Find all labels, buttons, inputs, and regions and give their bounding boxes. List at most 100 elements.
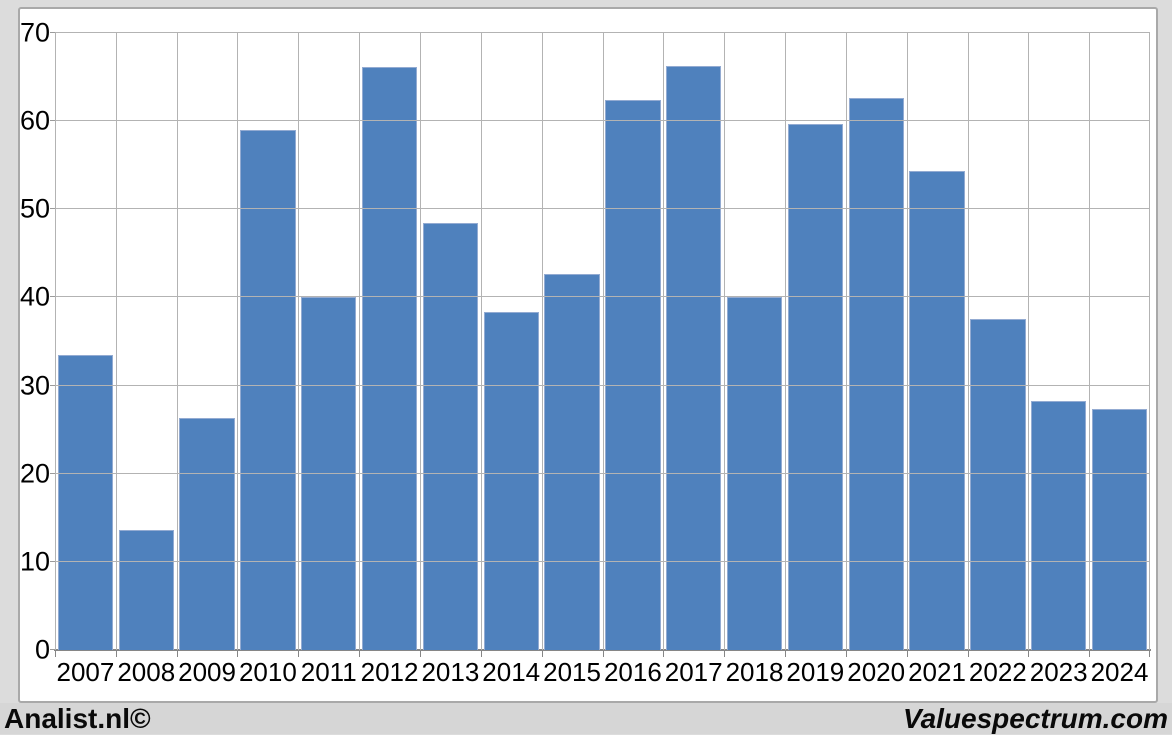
bar-2012 (361, 66, 418, 650)
x-axis-label-2012: 2012 (360, 657, 419, 687)
bar-slot-2017 (663, 33, 724, 650)
y-tick-50 (50, 208, 55, 210)
x-tick-0 (55, 651, 56, 657)
chart-panel: 0 10 20 30 40 50 60 70 2007 2008 2009 2010 2011 2012… (18, 7, 1158, 703)
x-axis-label-2017: 2017 (664, 657, 723, 687)
gridline-x-16 (1028, 33, 1030, 650)
valuespectrum-credit: Valuespectrum.com (902, 702, 1168, 734)
bar-slot-2015 (542, 33, 603, 650)
bar-slot-2018 (724, 33, 785, 650)
x-axis-labels: 2007 2008 2009 2010 2011 2012 2013 2014 2015 2016… (55, 657, 1150, 688)
bar-series (55, 33, 1150, 650)
x-axis-label-2009: 2009 (178, 657, 236, 687)
bar-slot-2023 (1028, 33, 1089, 650)
x-tick-10 (663, 651, 665, 657)
x-tick-18 (1149, 651, 1150, 657)
x-axis-label-2014: 2014 (482, 657, 541, 687)
y-axis-labels: 0 10 20 30 40 50 60 70 (19, 19, 50, 663)
gridline-x-1 (115, 33, 117, 650)
bar-2016 (605, 100, 661, 650)
y-axis-label-50: 50 (19, 193, 50, 224)
x-tick-15 (967, 651, 969, 657)
x-axis-label-2024: 2024 (1090, 657, 1149, 687)
bar-slot-2016 (602, 33, 663, 650)
x-axis-label-2007: 2007 (56, 657, 115, 687)
x-axis-line (54, 649, 1151, 651)
gridline-x-13 (845, 33, 847, 650)
bar-2022 (970, 318, 1026, 650)
y-axis-label-70: 70 (19, 17, 50, 48)
x-tick-12 (784, 651, 786, 657)
x-tick-1 (115, 651, 117, 657)
gridline-x-14 (906, 33, 908, 650)
y-tick-30 (50, 384, 55, 386)
x-axis-label-2020: 2020 (847, 657, 906, 687)
x-axis-label-2010: 2010 (238, 657, 297, 687)
gridline-x-0 (55, 33, 56, 650)
bar-slot-2020 (846, 33, 907, 650)
bar-2019 (787, 123, 844, 650)
gridline-x-12 (784, 33, 786, 650)
bar-slot-2009 (177, 33, 238, 650)
x-tick-6 (419, 651, 421, 657)
x-tick-11 (724, 651, 726, 657)
gridline-y-70 (55, 32, 1150, 33)
gridline-x-17 (1089, 33, 1091, 650)
gridline-x-11 (724, 33, 726, 650)
x-tick-3 (237, 651, 239, 657)
bar-2014 (483, 311, 539, 650)
gridline-x-10 (663, 33, 665, 650)
plot-area (50, 32, 1151, 657)
bar-2023 (1030, 400, 1087, 650)
bar-slot-2012 (359, 33, 420, 650)
y-axis-label-10: 10 (19, 546, 50, 577)
y-axis-label-0: 0 (34, 634, 50, 665)
x-tick-2 (176, 651, 178, 657)
gridline-x-6 (419, 33, 421, 650)
bar-slot-2021 (907, 33, 968, 650)
bar-slot-2011 (298, 33, 359, 650)
x-axis-label-2016: 2016 (603, 657, 662, 687)
bar-2010 (240, 129, 296, 650)
bar-slot-2014 (481, 33, 542, 650)
x-tick-4 (298, 651, 300, 657)
y-axis-label-20: 20 (19, 458, 50, 489)
x-axis-label-2008: 2008 (117, 657, 176, 687)
bar-slot-2007 (55, 33, 116, 650)
bar-slot-2008 (116, 33, 177, 650)
x-tick-9 (602, 651, 604, 657)
bar-2008 (118, 530, 174, 650)
x-axis-label-2013: 2013 (421, 657, 480, 687)
y-tick-60 (50, 120, 55, 122)
x-axis-label-2022: 2022 (968, 657, 1027, 687)
gridline-x-4 (298, 33, 300, 650)
bar-2011 (301, 297, 357, 650)
gridline-x-5 (359, 33, 361, 650)
x-axis-label-2019: 2019 (786, 657, 845, 687)
bar-2020 (848, 98, 904, 650)
gridline-x-9 (602, 33, 604, 650)
bar-slot-2013 (420, 33, 481, 650)
gridline-x-3 (237, 33, 239, 650)
x-tick-8 (541, 651, 543, 657)
gridline-x-7 (480, 33, 482, 650)
credits-bar: Analist.nl© Valuespectrum.com (0, 703, 1172, 734)
y-tick-40 (50, 296, 55, 298)
gridline-x-15 (967, 33, 969, 650)
analist-credit: Analist.nl© (4, 702, 151, 734)
x-tick-16 (1028, 651, 1030, 657)
x-tick-17 (1089, 651, 1091, 657)
bar-slot-2010 (237, 33, 298, 650)
x-axis-label-2011: 2011 (300, 657, 357, 687)
y-axis-label-40: 40 (19, 281, 50, 312)
x-tick-13 (845, 651, 847, 657)
bar-slot-2024 (1089, 33, 1150, 650)
bar-2017 (666, 65, 722, 650)
y-axis-label-60: 60 (19, 105, 50, 136)
x-axis-label-2015: 2015 (543, 657, 601, 687)
y-tick-70 (50, 32, 55, 33)
gridline-x-2 (176, 33, 178, 650)
x-axis-label-2018: 2018 (725, 657, 784, 687)
bar-slot-2019 (785, 33, 846, 650)
bar-2024 (1091, 408, 1148, 650)
